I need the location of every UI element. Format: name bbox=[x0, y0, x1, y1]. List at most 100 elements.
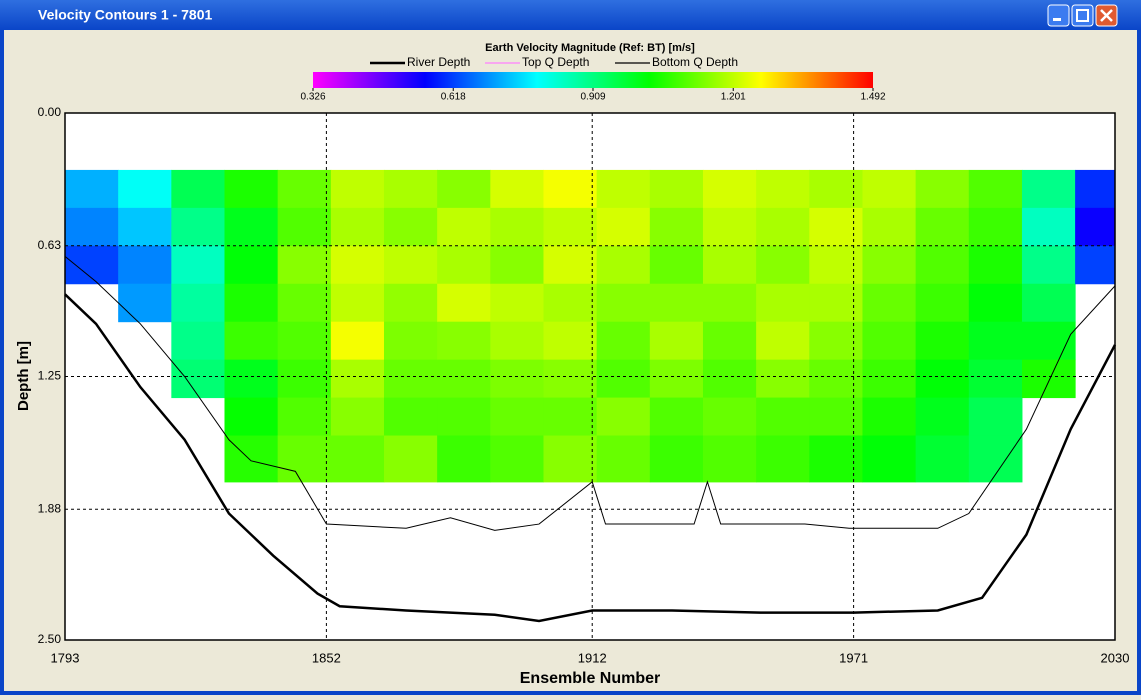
heatmap-cell bbox=[330, 359, 385, 399]
heatmap-cell bbox=[809, 321, 863, 361]
heatmap-cell bbox=[330, 435, 385, 483]
heatmap-cell bbox=[915, 283, 970, 323]
legend-label: Bottom Q Depth bbox=[652, 55, 738, 69]
heatmap-cell bbox=[490, 283, 544, 323]
heatmap-cell bbox=[224, 283, 279, 323]
heatmap-cell bbox=[224, 321, 279, 361]
heatmap-cell bbox=[862, 169, 917, 209]
heatmap-cell bbox=[968, 245, 1023, 285]
heatmap-cell bbox=[277, 359, 332, 399]
heatmap-cell bbox=[543, 397, 598, 437]
y-tick-label: 1.88 bbox=[38, 501, 62, 515]
heatmap-cell bbox=[437, 169, 491, 209]
heatmap-cell bbox=[543, 321, 598, 361]
heatmap-cell bbox=[809, 359, 863, 399]
colorbar-tick-label: 1.201 bbox=[721, 92, 746, 103]
heatmap-cell bbox=[756, 207, 810, 247]
heatmap-cell bbox=[809, 169, 863, 209]
heatmap-cell bbox=[330, 321, 385, 361]
heatmap-cell bbox=[490, 245, 544, 285]
heatmap-cell bbox=[649, 435, 704, 483]
heatmap-cell bbox=[437, 359, 491, 399]
heatmap-cell bbox=[277, 397, 332, 437]
heatmap-cell bbox=[490, 359, 544, 399]
heatmap-cell bbox=[437, 283, 491, 323]
heatmap-cell bbox=[862, 397, 917, 437]
y-tick-label: 0.00 bbox=[38, 105, 62, 119]
heatmap-cell bbox=[437, 245, 491, 285]
heatmap-cell bbox=[915, 207, 970, 247]
heatmap-cell bbox=[118, 207, 172, 247]
heatmap-cell bbox=[277, 169, 332, 209]
heatmap-cell bbox=[490, 207, 544, 247]
heatmap-cell bbox=[968, 283, 1023, 323]
heatmap-cell bbox=[171, 359, 225, 399]
heatmap-cell bbox=[756, 397, 810, 437]
heatmap-cell bbox=[383, 207, 438, 247]
heatmap-cell bbox=[1021, 359, 1076, 399]
heatmap-cell bbox=[702, 207, 757, 247]
heatmap-cell bbox=[809, 245, 863, 285]
heatmap-cell bbox=[968, 435, 1023, 483]
heatmap-cell bbox=[224, 169, 279, 209]
heatmap-cell bbox=[383, 169, 438, 209]
heatmap-cell bbox=[224, 397, 279, 437]
y-tick-label: 0.63 bbox=[38, 238, 62, 252]
heatmap-cell bbox=[330, 207, 385, 247]
heatmap-cell bbox=[596, 321, 651, 361]
heatmap-cell bbox=[968, 359, 1023, 399]
heatmap-cell bbox=[596, 359, 651, 399]
heatmap-cell bbox=[862, 359, 917, 399]
heatmap-cell bbox=[383, 283, 438, 323]
depth-line bbox=[64, 293, 1117, 623]
heatmap-cell bbox=[171, 245, 225, 285]
chart-title: Earth Velocity Magnitude (Ref: BT) [m/s] bbox=[485, 42, 695, 54]
heatmap-cell bbox=[968, 169, 1023, 209]
heatmap-cell bbox=[809, 283, 863, 323]
colorbar-tick-label: 0.909 bbox=[580, 92, 605, 103]
heatmap-cell bbox=[915, 321, 970, 361]
x-tick-label: 1971 bbox=[839, 650, 868, 665]
heatmap-cell bbox=[224, 359, 279, 399]
heatmap-cell bbox=[330, 283, 385, 323]
x-axis-label: Ensemble Number bbox=[520, 670, 660, 687]
heatmap-cell bbox=[702, 169, 757, 209]
y-tick-label: 2.50 bbox=[38, 632, 62, 646]
heatmap-cell bbox=[596, 245, 651, 285]
heatmap-cell bbox=[649, 397, 704, 437]
heatmap-cell bbox=[649, 283, 704, 323]
x-tick-label: 1912 bbox=[578, 650, 607, 665]
colorbar-tick-label: 0.618 bbox=[441, 92, 466, 103]
heatmap-cell bbox=[330, 397, 385, 437]
heatmap-cell bbox=[1075, 169, 1116, 209]
heatmap-cell bbox=[702, 359, 757, 399]
legend-label: River Depth bbox=[407, 55, 470, 69]
x-tick-label: 1852 bbox=[312, 650, 341, 665]
heatmap-cell bbox=[862, 207, 917, 247]
heatmap-cell bbox=[756, 321, 810, 361]
heatmap-cell bbox=[383, 245, 438, 285]
heatmap-cell bbox=[649, 169, 704, 209]
heatmap-cell bbox=[437, 435, 491, 483]
heatmap-cell bbox=[383, 359, 438, 399]
heatmap-cell bbox=[490, 435, 544, 483]
heatmap-cell bbox=[277, 245, 332, 285]
heatmap-cell bbox=[968, 397, 1023, 437]
x-tick-label: 1793 bbox=[51, 650, 80, 665]
title-bar bbox=[0, 0, 1141, 30]
heatmap-cell bbox=[437, 207, 491, 247]
heatmap-cell bbox=[596, 397, 651, 437]
heatmap-cell bbox=[915, 169, 970, 209]
maximize-icon bbox=[1076, 9, 1089, 22]
heatmap-cell bbox=[1021, 321, 1076, 361]
heatmap-cell bbox=[702, 283, 757, 323]
minimize-icon bbox=[1053, 18, 1061, 21]
heatmap-cell bbox=[596, 169, 651, 209]
minimize-button[interactable] bbox=[1047, 4, 1070, 27]
heatmap-cell bbox=[171, 169, 225, 209]
heatmap-cell bbox=[383, 397, 438, 437]
heatmap-cell bbox=[171, 207, 225, 247]
maximize-button[interactable] bbox=[1071, 4, 1094, 27]
heatmap-cell bbox=[809, 207, 863, 247]
